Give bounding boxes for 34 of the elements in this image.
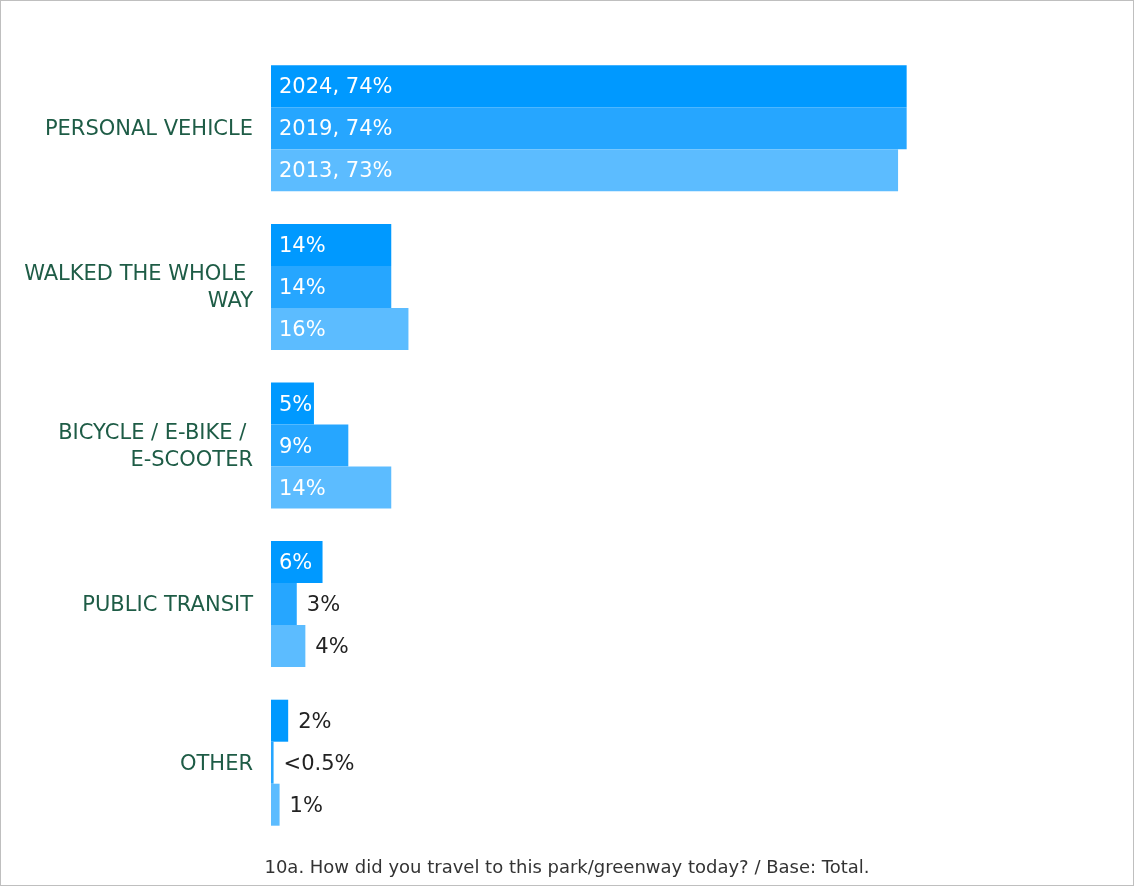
bar: [271, 625, 306, 668]
data-label: 2%: [298, 708, 332, 733]
data-label: 14%: [279, 475, 326, 500]
bar: [271, 699, 289, 742]
bar: [271, 265, 392, 308]
y-tick-label: WALKED THE WHOLE WAY: [24, 261, 254, 313]
bar: [271, 741, 274, 784]
data-label: 2024, 74%: [279, 74, 393, 99]
bar: [271, 783, 280, 826]
data-label: 3%: [306, 592, 341, 617]
bar: [271, 424, 349, 467]
bar: [271, 65, 907, 108]
data-label: 2019, 74%: [279, 116, 393, 141]
data-label: 9%: [279, 433, 313, 458]
data-label: 5%: [279, 391, 313, 416]
data-label: 14%: [279, 274, 326, 299]
data-label: 4%: [315, 634, 349, 659]
y-tick-label: BICYCLE / E-BIKE / E-SCOOTER: [58, 420, 253, 471]
y-tick-label: OTHER: [179, 750, 253, 775]
data-label: 2013, 73%: [279, 158, 393, 183]
data-label: 16%: [279, 316, 326, 341]
bar: [271, 466, 392, 509]
data-label: <0.5%: [283, 750, 355, 775]
bar: [271, 223, 392, 266]
bar: [271, 149, 899, 192]
bar: [271, 583, 297, 626]
y-tick-label: PERSONAL VEHICLE: [44, 116, 253, 141]
data-label: 6%: [279, 550, 313, 575]
data-label: 14%: [279, 232, 326, 257]
data-label: 1%: [289, 792, 323, 817]
text: 10a. How did you travel to this park/greenway today? / Base: Total.: [264, 855, 870, 877]
bar: [271, 107, 907, 150]
y-tick-label: PUBLIC TRANSIT: [82, 592, 254, 617]
bar: [271, 307, 409, 350]
